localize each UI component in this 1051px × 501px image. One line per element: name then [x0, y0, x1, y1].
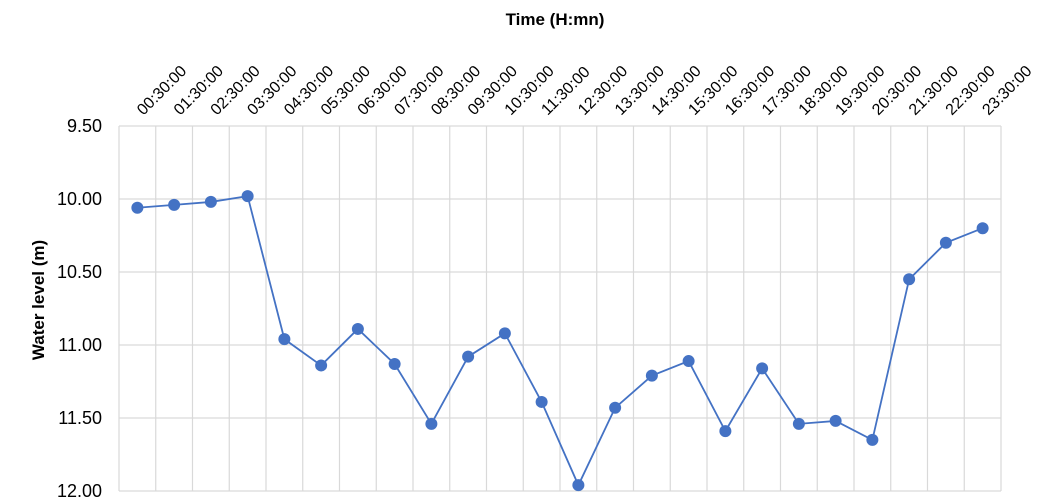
- data-point: [388, 357, 401, 370]
- y-tick-label: 11.50: [58, 408, 102, 428]
- y-tick-label: 10.50: [57, 262, 102, 282]
- data-point: [976, 222, 989, 235]
- data-point: [498, 327, 511, 340]
- data-point: [278, 333, 291, 346]
- data-point: [792, 417, 805, 430]
- data-point: [609, 401, 622, 414]
- data-point: [645, 369, 658, 382]
- gridlines: [118, 125, 1002, 492]
- data-point: [866, 433, 879, 446]
- data-point: [168, 198, 181, 211]
- tick-labels: 9.5010.0010.5011.0011.5012.0000:30:0001:…: [57, 63, 1036, 501]
- data-point: [903, 273, 916, 286]
- series-layer: [131, 190, 989, 492]
- data-point: [829, 414, 842, 427]
- data-point: [315, 359, 328, 372]
- y-tick-label: 12.00: [57, 481, 102, 501]
- y-tick-label: 10.00: [57, 189, 102, 209]
- y-tick-label: 9.50: [67, 116, 102, 136]
- data-point: [939, 236, 952, 249]
- data-point: [719, 425, 732, 438]
- data-point: [572, 479, 585, 492]
- data-point: [756, 362, 769, 375]
- data-point: [351, 322, 364, 335]
- chart-title: Time (H:mn): [506, 10, 605, 29]
- data-point: [131, 201, 144, 214]
- y-axis-label: Water level (m): [29, 240, 48, 360]
- data-point: [204, 195, 217, 208]
- y-tick-label: 11.00: [58, 335, 102, 355]
- data-point: [535, 395, 548, 408]
- data-point: [425, 417, 438, 430]
- series-line: [137, 195, 983, 488]
- data-point: [682, 355, 695, 368]
- data-point: [462, 350, 475, 363]
- data-point: [241, 190, 254, 203]
